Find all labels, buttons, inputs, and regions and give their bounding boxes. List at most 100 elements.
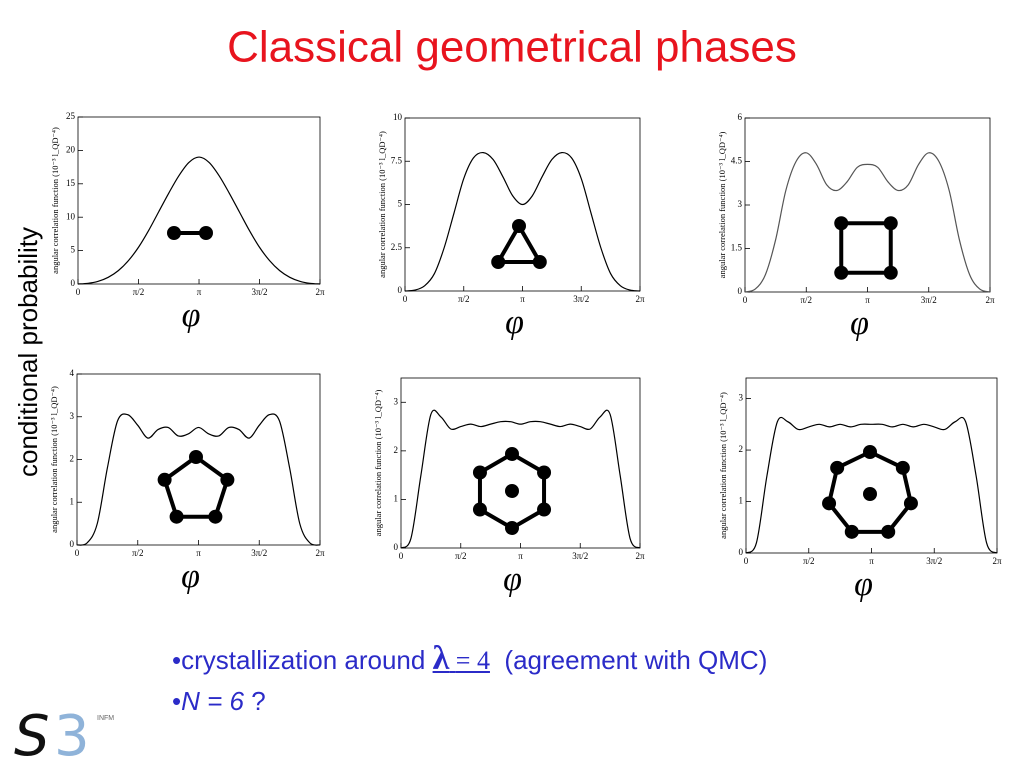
x-tick-label: 0 xyxy=(75,548,80,558)
molecule-icon xyxy=(157,450,235,524)
particle xyxy=(157,472,172,487)
y-tick-label: 2.5 xyxy=(391,242,403,252)
curve xyxy=(76,413,321,546)
curve xyxy=(744,152,991,293)
x-tick-label: 0 xyxy=(403,294,408,304)
particle xyxy=(895,460,910,475)
bullet: •crystallization around λ = 4 (agreement… xyxy=(172,640,767,678)
y-tick-label: 0 xyxy=(739,547,744,557)
molecule-icon xyxy=(834,216,898,280)
particle xyxy=(472,465,487,480)
y-tick-label: 4 xyxy=(70,368,75,378)
particle xyxy=(512,219,526,233)
side-label: conditional probability xyxy=(13,227,43,477)
x-axis-label: φ xyxy=(182,297,201,334)
y-tick-label: 4.5 xyxy=(731,156,743,166)
logo-3: 3 xyxy=(54,704,90,768)
y-tick-label: 5 xyxy=(398,199,403,209)
particle xyxy=(830,460,845,475)
bullet-dot: • xyxy=(172,645,182,675)
x-tick-label: π xyxy=(196,548,201,558)
y-tick-label: 2 xyxy=(70,454,75,464)
curve xyxy=(745,416,998,554)
y-axis-label: angular correlation function (10⁻³ l_QD⁻… xyxy=(717,132,727,279)
particle xyxy=(199,226,213,240)
y-tick-label: 7.5 xyxy=(391,155,403,165)
bullet-dot: • xyxy=(172,686,182,716)
particle xyxy=(844,524,859,539)
y-axis-label: angular correlation function (10⁻³ l_QD⁻… xyxy=(718,392,728,539)
x-tick-label: 2π xyxy=(635,294,645,304)
particle xyxy=(883,265,898,280)
x-tick-label: π xyxy=(865,295,870,305)
y-axis-label: angular correlation function (10⁻³ l_QD⁻… xyxy=(49,386,59,533)
bond xyxy=(839,221,893,275)
y-tick-label: 0 xyxy=(70,539,75,549)
particle xyxy=(532,255,547,269)
plot-frame xyxy=(745,377,998,554)
molecule-icon xyxy=(167,226,213,240)
bullet-text: N = 6 xyxy=(181,686,244,716)
slide-title: Classical geometrical phases xyxy=(227,23,797,72)
particle xyxy=(472,502,487,517)
particle xyxy=(834,265,849,280)
y-tick-label: 1 xyxy=(739,496,744,506)
molecule-icon xyxy=(472,447,552,535)
y-tick-label: 5 xyxy=(71,245,76,255)
x-tick-label: π/2 xyxy=(133,287,145,297)
particle xyxy=(505,484,519,498)
lambda-eq: λ = 4 xyxy=(433,640,490,677)
y-tick-label: 3 xyxy=(739,393,744,403)
particle xyxy=(863,487,877,501)
y-tick-label: 10 xyxy=(393,112,403,122)
x-tick-label: π xyxy=(197,287,202,297)
x-tick-label: 3π/2 xyxy=(921,295,937,305)
y-axis-label: angular correlation function (10⁻³ l_QD⁻… xyxy=(377,131,387,278)
x-tick-label: 2π xyxy=(992,556,1002,566)
y-tick-label: 1.5 xyxy=(731,243,743,253)
bullet: •N = 6 ? xyxy=(172,686,266,717)
x-tick-label: 2π xyxy=(985,295,995,305)
x-tick-label: 2π xyxy=(635,551,645,561)
particle xyxy=(863,445,877,459)
x-tick-label: 3π/2 xyxy=(251,548,267,558)
curve xyxy=(400,409,641,549)
y-tick-label: 25 xyxy=(66,111,76,121)
x-tick-label: 3π/2 xyxy=(926,556,942,566)
x-axis-label: φ xyxy=(503,561,522,598)
logo: S 3 INFM xyxy=(14,704,114,768)
x-tick-label: 3π/2 xyxy=(572,551,588,561)
y-tick-label: 3 xyxy=(394,396,399,406)
x-tick-label: 2π xyxy=(315,548,325,558)
particle xyxy=(505,521,519,535)
y-tick-label: 1 xyxy=(70,496,75,506)
x-axis-label: φ xyxy=(181,558,200,595)
particle xyxy=(189,450,203,464)
bullet-note: (agreement with QMC) xyxy=(504,645,768,675)
plot-frame xyxy=(744,117,991,293)
y-tick-label: 3 xyxy=(70,411,75,421)
x-tick-label: π/2 xyxy=(132,548,144,558)
particle xyxy=(881,524,896,539)
logo-org: INFM xyxy=(97,715,114,722)
x-tick-label: π/2 xyxy=(800,295,812,305)
logo-s: S xyxy=(14,704,50,768)
eq: = 4 xyxy=(455,646,490,675)
particle xyxy=(537,502,552,517)
x-tick-label: π xyxy=(518,551,523,561)
x-axis-label: φ xyxy=(850,305,869,342)
x-tick-label: π/2 xyxy=(458,294,470,304)
bullet-text: crystallization around xyxy=(181,645,426,675)
plot-frame xyxy=(77,116,321,285)
y-tick-label: 10 xyxy=(66,211,76,221)
particle xyxy=(537,465,552,480)
particle xyxy=(834,216,849,231)
particle xyxy=(505,447,519,461)
y-tick-label: 20 xyxy=(66,144,76,154)
particle xyxy=(169,509,184,524)
x-tick-label: 0 xyxy=(76,287,81,297)
molecule-icon xyxy=(822,445,918,539)
x-tick-label: π/2 xyxy=(455,551,467,561)
